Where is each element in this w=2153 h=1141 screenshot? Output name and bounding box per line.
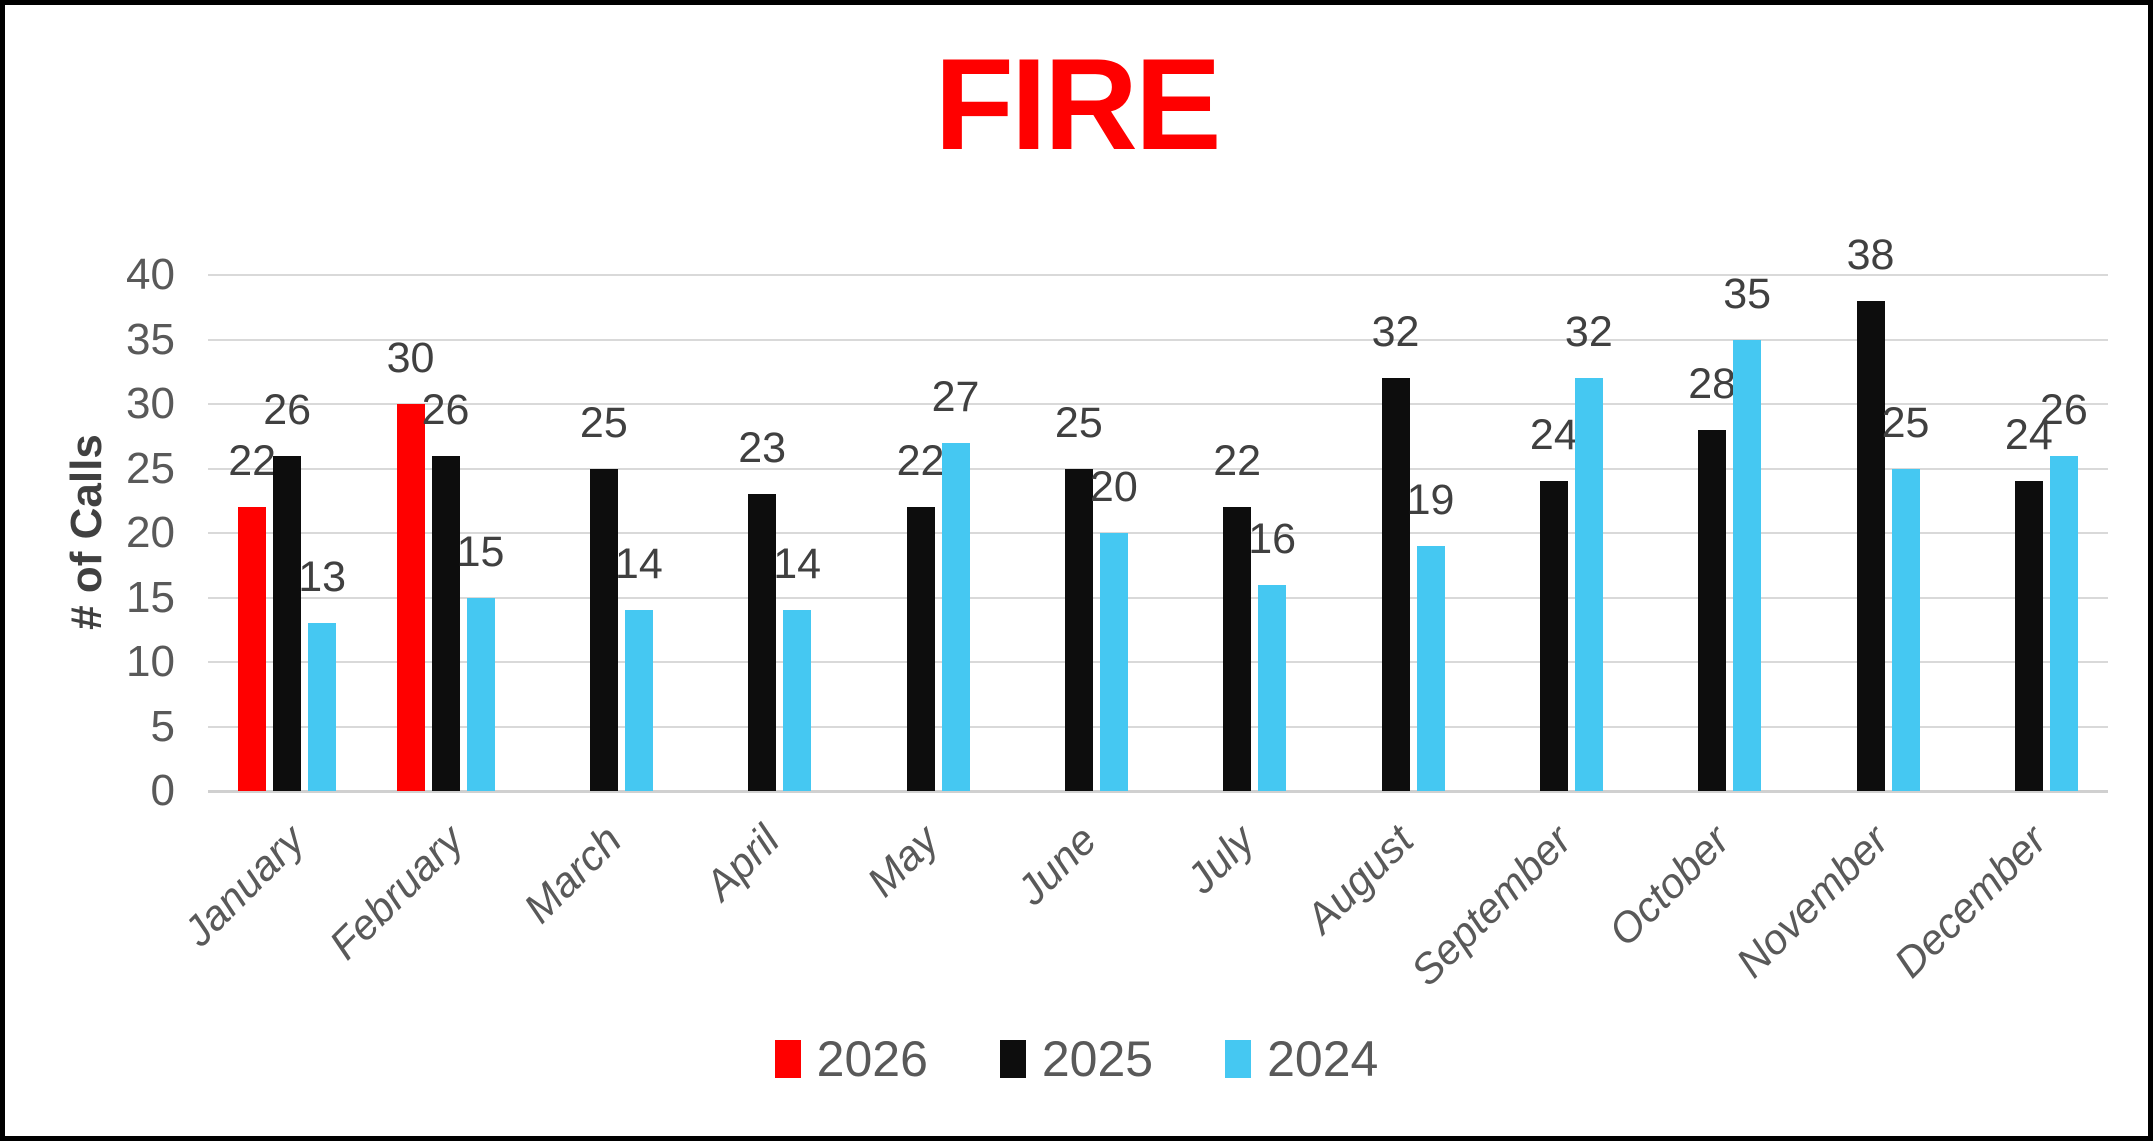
bar-2025 bbox=[1064, 468, 1093, 791]
x-axis-label: September bbox=[1401, 816, 1581, 995]
gridline bbox=[208, 661, 2108, 663]
x-axis-label: December bbox=[1884, 816, 2056, 987]
bar-value-label: 22 bbox=[896, 437, 945, 486]
legend: 2026 2025 2024 bbox=[5, 1033, 2148, 1085]
gridline bbox=[208, 596, 2108, 599]
chart-title: FIRE bbox=[934, 31, 1221, 177]
bar-value-label: 22 bbox=[228, 437, 277, 486]
bar-value-label: 24 bbox=[2004, 411, 2053, 460]
legend-item-2024: 2024 bbox=[1225, 1033, 1378, 1085]
legend-swatch-2025 bbox=[999, 1040, 1026, 1078]
bar-value-label: 22 bbox=[1213, 437, 1262, 486]
gridline bbox=[208, 274, 2108, 276]
bar-value-label: 14 bbox=[773, 540, 822, 589]
gridline bbox=[208, 338, 2108, 341]
bar-2024 bbox=[2049, 455, 2078, 791]
bar-value-label: 19 bbox=[1406, 475, 1455, 524]
bar-value-label: 26 bbox=[421, 385, 470, 434]
x-axis-label: April bbox=[695, 816, 789, 909]
bar-value-label: 26 bbox=[2039, 385, 2088, 434]
bar-value-label: 32 bbox=[1371, 308, 1420, 357]
bar-2026 bbox=[396, 404, 425, 791]
bar-value-label: 25 bbox=[1054, 398, 1103, 447]
x-axis-label: June bbox=[1007, 816, 1106, 914]
legend-item-2025: 2025 bbox=[999, 1031, 1154, 1087]
bar-value-label: 20 bbox=[1089, 463, 1138, 511]
bar-2025 bbox=[1381, 378, 1410, 791]
bar-value-label: 25 bbox=[1881, 398, 1930, 447]
y-tick-label: 40 bbox=[126, 250, 175, 299]
bar-2025 bbox=[431, 455, 460, 791]
bar-2024 bbox=[308, 623, 337, 791]
bar-2025 bbox=[2014, 481, 2043, 791]
legend-label: 2025 bbox=[1041, 1031, 1154, 1087]
bar-value-label: 28 bbox=[1688, 359, 1737, 408]
bar-2024 bbox=[783, 610, 812, 791]
bar-2025 bbox=[273, 455, 302, 791]
x-axis-label: July bbox=[1177, 816, 1264, 903]
bar-2025 bbox=[1856, 300, 1885, 791]
legend-swatch-2024 bbox=[1225, 1040, 1252, 1078]
bar-2025 bbox=[748, 494, 777, 791]
gridline bbox=[208, 467, 2108, 470]
y-tick-label: 0 bbox=[150, 766, 175, 815]
legend-label: 2026 bbox=[816, 1031, 928, 1087]
legend-swatch-2026 bbox=[774, 1040, 801, 1078]
bar-value-label: 16 bbox=[1248, 514, 1297, 563]
y-tick-label: 25 bbox=[126, 443, 175, 493]
bar-value-label: 24 bbox=[1529, 411, 1578, 460]
bar-value-label: 27 bbox=[931, 372, 980, 421]
x-axis-label: February bbox=[319, 816, 472, 969]
legend-item-2026: 2026 bbox=[774, 1031, 928, 1087]
y-tick-label: 5 bbox=[150, 701, 175, 751]
bar-value-label: 35 bbox=[1723, 269, 1772, 318]
bar-value-label: 38 bbox=[1846, 230, 1895, 279]
bar-value-label: 30 bbox=[386, 334, 435, 382]
y-tick-label: 15 bbox=[126, 572, 175, 622]
bar-value-label: 23 bbox=[738, 424, 787, 473]
bar-2024 bbox=[1574, 378, 1603, 791]
legend-label: 2024 bbox=[1267, 1031, 1379, 1087]
bar-2024 bbox=[1258, 584, 1287, 791]
bar-2026 bbox=[238, 507, 267, 791]
bar-2024 bbox=[1891, 468, 1920, 791]
gridline bbox=[208, 403, 2108, 405]
x-axis-label: March bbox=[514, 816, 631, 932]
y-tick-label: 20 bbox=[126, 508, 175, 557]
bar-value-label: 13 bbox=[298, 553, 347, 602]
gridline bbox=[208, 725, 2108, 728]
bar-2025 bbox=[906, 507, 935, 791]
bar-value-label: 25 bbox=[579, 398, 628, 447]
x-axis-label: August bbox=[1296, 816, 1422, 942]
y-tick-label: 35 bbox=[126, 314, 175, 364]
x-axis-label: May bbox=[857, 816, 947, 906]
x-axis-label: October bbox=[1599, 816, 1739, 955]
bar-2024 bbox=[941, 442, 970, 791]
x-axis-label: November bbox=[1726, 816, 1897, 987]
chart-canvas: FIRE # of Calls 0 5 10 15 20 25 30 35 40 22 26 13 Ja… bbox=[5, 5, 2148, 1136]
bar-value-label: 26 bbox=[263, 385, 312, 434]
bar-2024 bbox=[466, 597, 495, 791]
bar-2025 bbox=[1698, 429, 1727, 791]
bar-2025 bbox=[589, 468, 618, 791]
gridline bbox=[208, 532, 2108, 534]
bar-2025 bbox=[1539, 481, 1568, 791]
bar-value-label: 15 bbox=[456, 527, 505, 576]
bar-2025 bbox=[1223, 507, 1252, 791]
bar-2024 bbox=[1416, 545, 1445, 791]
y-tick-label: 30 bbox=[126, 379, 175, 428]
bar-2024 bbox=[1099, 533, 1128, 791]
y-tick-label: 10 bbox=[126, 637, 175, 686]
bar-2024 bbox=[624, 610, 653, 791]
bar-value-label: 14 bbox=[614, 540, 663, 589]
x-axis-label: January bbox=[174, 816, 314, 955]
bar-2024 bbox=[1733, 339, 1762, 791]
x-axis-line bbox=[208, 790, 2108, 793]
bar-value-label: 32 bbox=[1564, 308, 1613, 357]
